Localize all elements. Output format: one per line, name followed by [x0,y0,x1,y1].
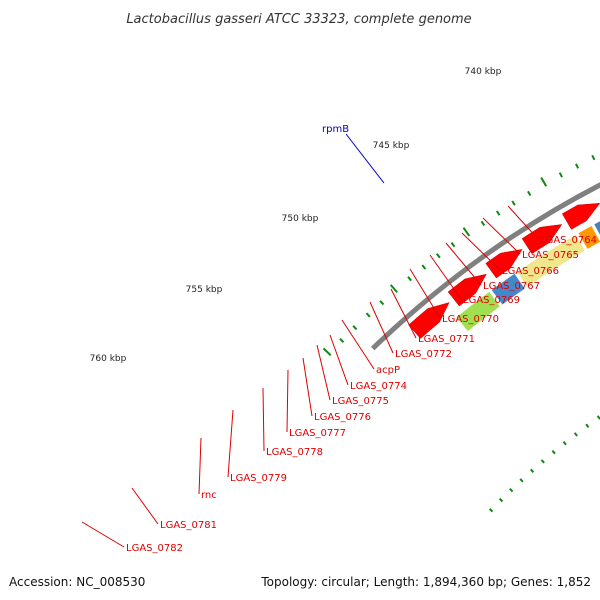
backbone [370,182,600,351]
gene-label: LGAS_0770 [442,314,499,325]
genome-summary-text: Topology: circular; Length: 1,894,360 bp… [261,575,591,589]
gene-label: acpP [376,365,400,376]
leader-line [302,357,313,417]
gene-label: LGAS_0765 [522,250,579,261]
minor-tick [421,264,427,270]
inner-tick [530,468,535,473]
minor-tick [558,172,563,178]
minor-tick [379,300,385,306]
leader-line [81,521,125,548]
reverse-cds-track [456,221,600,332]
gene-label: LGAS_0774 [350,381,407,392]
label-leader-lines [81,133,539,548]
minor-tick [495,210,501,216]
inner-tick [519,478,524,483]
forward-cds [485,249,523,279]
leader-line [461,232,501,271]
inner-tick [498,497,504,503]
major-tick [322,347,332,357]
minor-tick [591,154,596,161]
gene-label: LGAS_0767 [483,281,540,292]
scale-label: 760 kbp [90,354,127,364]
gene-label: LGAS_0775 [332,396,389,407]
leader-line [316,344,331,401]
map-title: Lactobacillus gasseri ATCC 33323, comple… [126,12,471,27]
minor-tick [339,338,345,343]
inner-tick [540,459,545,464]
scale-label: 745 kbp [373,141,410,151]
gene-labels: LGAS_0764 LGAS_0765 LGAS_0766 LGAS_0767 LGAS… [126,124,597,554]
gene-label: LGAS_0778 [266,447,323,458]
minor-tick [365,312,371,318]
scale-label: 750 kbp [282,214,319,224]
inner-tick [562,440,567,446]
reverse-cds [456,292,500,332]
scale-ticks [322,154,600,513]
minor-tick [575,163,580,169]
major-tick [389,284,398,294]
inner-tick [573,432,578,437]
inner-tick [551,449,556,455]
gene-label: LGAS_0781 [160,520,217,531]
reverse-cds [578,226,600,249]
minor-tick [407,276,412,282]
leader-line [131,487,159,525]
inner-tick [509,488,514,493]
leader-line [286,369,289,433]
forward-cds [521,224,563,255]
gene-label: LGAS_0764 [540,235,597,246]
minor-tick [352,325,358,331]
leader-line [429,254,462,300]
gene-label: rpmB [322,124,349,135]
leader-line [345,133,385,184]
leader-line [482,217,521,255]
minor-tick [480,220,486,226]
inner-tick [585,423,590,428]
forward-cds-track [408,203,600,339]
gene-label: LGAS_0777 [289,428,346,439]
minor-tick [527,190,532,197]
gene-label: LGAS_0776 [314,412,371,423]
scale-label: 755 kbp [186,285,223,295]
gene-label: LGAS_0779 [230,473,287,484]
forward-cds [561,203,600,230]
gene-label: LGAS_0771 [418,334,475,345]
gene-label: rnc [201,490,217,501]
inner-tick [488,508,494,513]
accession-text: Accession: NC_008530 [9,575,146,589]
leader-line [390,288,417,339]
minor-tick [511,200,516,206]
leader-line [341,319,375,370]
gene-label: LGAS_0769 [463,295,520,306]
gene-label: LGAS_0772 [395,349,452,360]
major-tick [540,177,548,187]
leader-line [329,334,349,386]
forward-cds [447,273,487,307]
reverse-cds [517,235,585,287]
leader-line [507,205,539,240]
minor-tick [436,253,441,259]
reverse-cds [491,273,525,305]
gene-label: LGAS_0766 [502,266,559,277]
leader-line [369,301,394,354]
forward-cds [408,302,450,339]
minor-tick [450,242,456,248]
leader-line [198,437,202,495]
leader-line [262,387,265,452]
scale-label: 740 kbp [465,67,502,77]
leader-line [227,409,234,478]
scale-labels: 740 kbp 745 kbp 750 kbp 755 kbp 760 kbp [90,67,502,364]
major-tick [462,227,471,237]
reverse-cds [594,221,600,235]
leader-line [409,268,441,319]
leader-line [445,242,482,286]
backbone-ring [370,182,600,351]
gene-label: LGAS_0782 [126,543,183,554]
